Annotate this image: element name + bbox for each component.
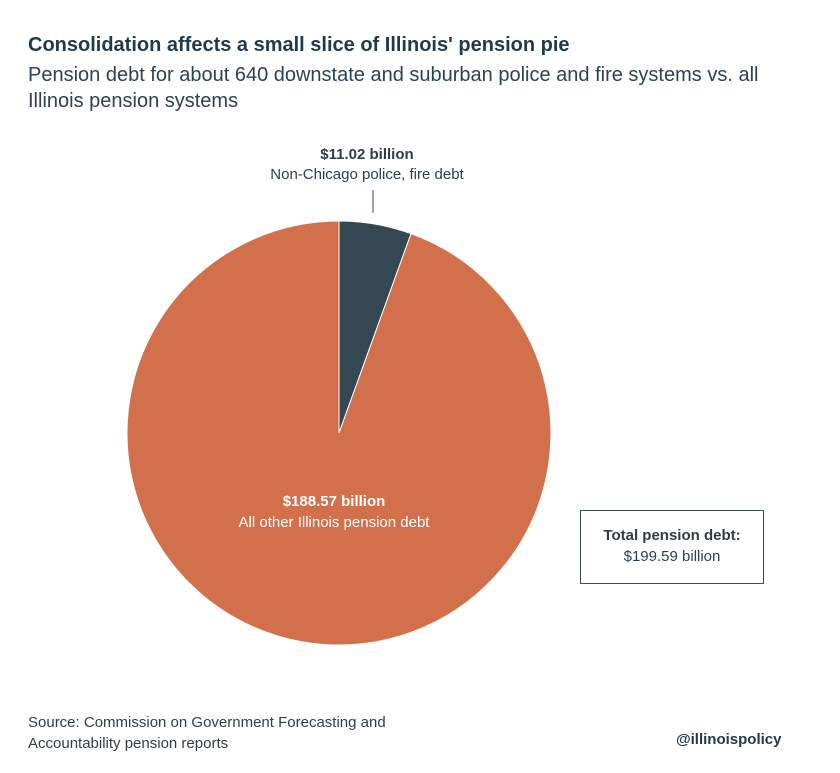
pie-chart: $11.02 billion Non-Chicago police, fire …: [126, 146, 552, 646]
total-label: Total pension debt:: [603, 527, 741, 544]
slice-0-category-label: Non-Chicago police, fire debt: [270, 166, 464, 183]
brand-handle: @illinoispolicy: [676, 731, 782, 748]
slice-1-category-label: All other Illinois pension debt: [239, 514, 431, 531]
pie-slice-1: [126, 220, 552, 646]
chart-subtitle: Pension debt for about 640 downstate and…: [28, 64, 759, 112]
source-note: Source: Commission on Government Forecas…: [28, 714, 386, 752]
chart-title: Consolidation affects a small slice of I…: [28, 34, 570, 56]
total-value: $199.59 billion: [623, 548, 721, 565]
slice-0-value-label: $11.02 billion: [320, 146, 413, 163]
slice-1-value-label: $188.57 billion: [283, 493, 386, 510]
total-callout-box: Total pension debt: $199.59 billion: [580, 510, 764, 584]
